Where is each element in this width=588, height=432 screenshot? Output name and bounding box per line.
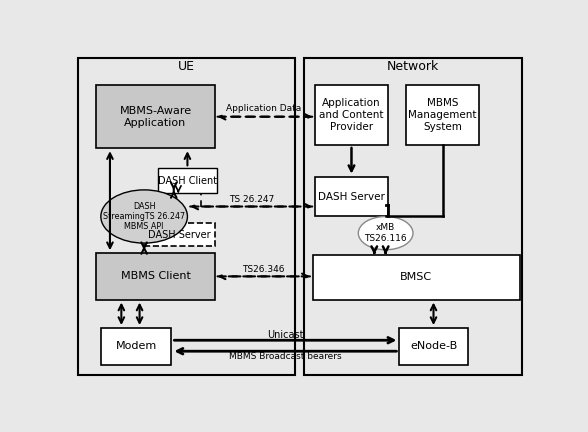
Ellipse shape — [358, 216, 413, 250]
Text: MBMS
Management
System: MBMS Management System — [409, 98, 477, 132]
Text: Unicast: Unicast — [267, 330, 303, 340]
Text: DASH Server: DASH Server — [318, 191, 385, 202]
Text: UE: UE — [178, 60, 195, 73]
Text: Application
and Content
Provider: Application and Content Provider — [319, 98, 384, 132]
Bar — [144, 223, 215, 246]
Text: xMB
TS26.116: xMB TS26.116 — [365, 223, 407, 243]
Text: MBMS Client: MBMS Client — [121, 271, 191, 281]
Bar — [96, 253, 215, 300]
Text: Network: Network — [387, 60, 439, 73]
Text: eNode-B: eNode-B — [410, 341, 457, 351]
Text: MBMS Broadcast bearers: MBMS Broadcast bearers — [229, 353, 342, 362]
Bar — [399, 328, 467, 365]
Bar — [315, 177, 388, 216]
Text: DASH Client: DASH Client — [158, 176, 217, 186]
Text: Application Data: Application Data — [226, 104, 302, 113]
Text: BMSC: BMSC — [400, 272, 433, 282]
Bar — [78, 58, 295, 375]
Text: DASH
StreamingTS 26.247
MBMS API: DASH StreamingTS 26.247 MBMS API — [103, 202, 185, 232]
Text: TS26.346: TS26.346 — [242, 265, 285, 274]
Text: DASH Server: DASH Server — [148, 230, 211, 240]
Ellipse shape — [101, 190, 188, 243]
Bar — [158, 168, 217, 193]
Bar — [406, 85, 479, 145]
Bar — [315, 85, 388, 145]
Bar — [96, 85, 215, 148]
Bar — [313, 255, 520, 300]
Bar — [101, 328, 172, 365]
Text: Modem: Modem — [115, 341, 157, 351]
Text: TS 26.247: TS 26.247 — [229, 195, 274, 204]
Bar — [303, 58, 522, 375]
Text: MBMS-Aware
Application: MBMS-Aware Application — [119, 106, 192, 127]
